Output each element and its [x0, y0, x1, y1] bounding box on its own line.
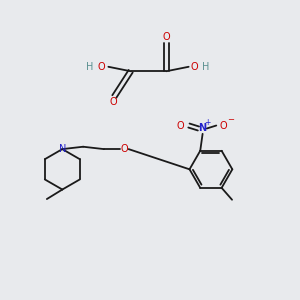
Text: O: O [121, 144, 128, 154]
Text: H: H [86, 62, 94, 72]
Text: O: O [109, 98, 117, 107]
Text: H: H [202, 62, 210, 72]
Text: −: − [227, 115, 234, 124]
Text: +: + [205, 118, 211, 127]
Text: N: N [58, 144, 66, 154]
Text: O: O [219, 121, 226, 130]
Text: O: O [176, 121, 184, 130]
Text: O: O [190, 62, 198, 72]
Text: O: O [97, 62, 105, 72]
Text: O: O [163, 32, 170, 42]
Text: N: N [199, 124, 207, 134]
